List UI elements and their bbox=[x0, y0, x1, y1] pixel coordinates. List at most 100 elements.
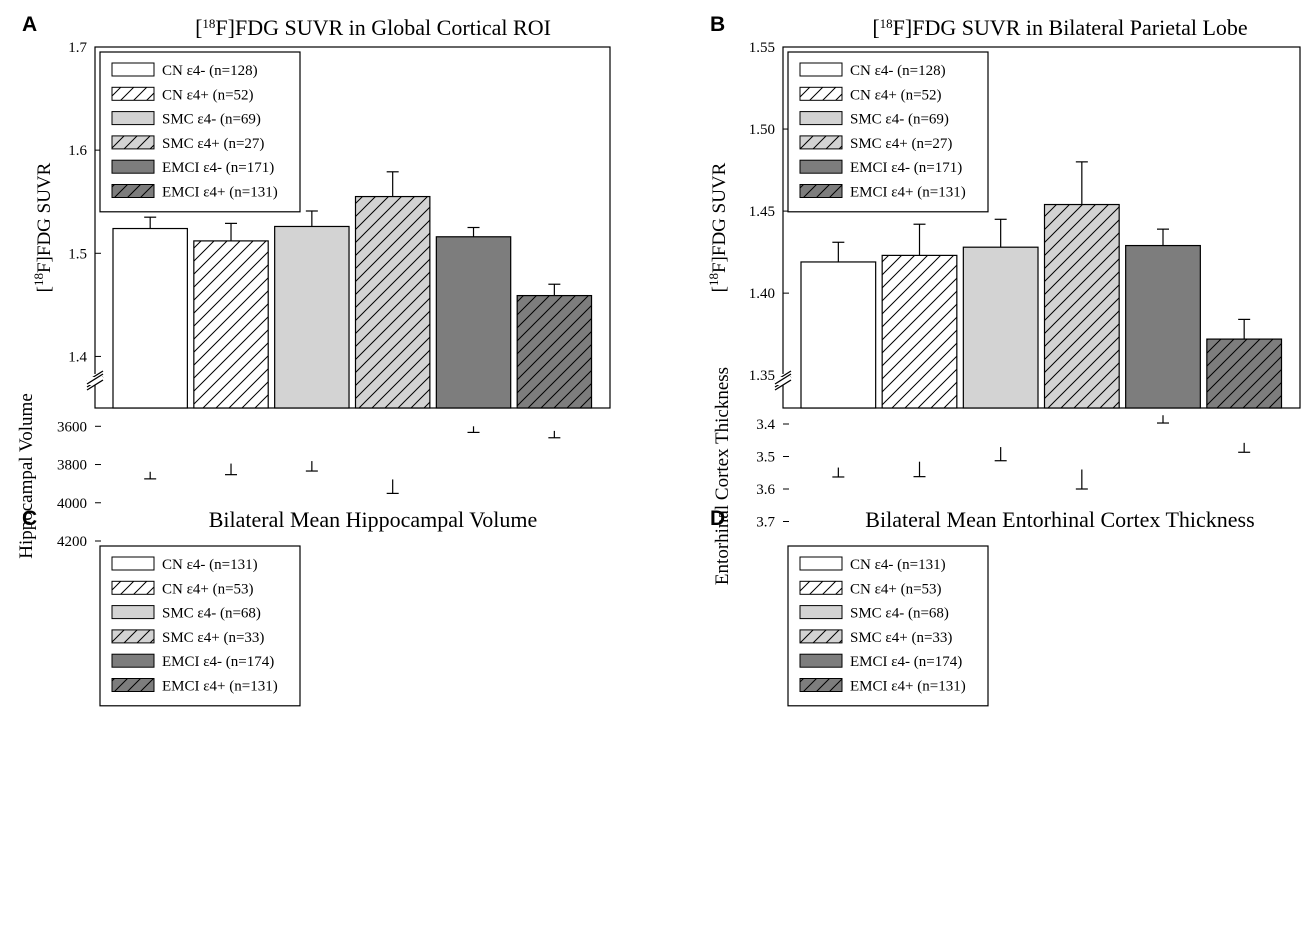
bar bbox=[193, 240, 269, 409]
y-axis-label-superscript: 18 bbox=[706, 273, 721, 286]
y-tick-label: 1.7 bbox=[68, 40, 87, 56]
legend-label: SMC ε4- (n=69) bbox=[850, 112, 949, 128]
legend-label: CN ε4+ (n=52) bbox=[850, 87, 942, 103]
y-tick-label: 1.4 bbox=[68, 349, 87, 365]
bar bbox=[354, 195, 431, 409]
panel-d: D Bilateral Mean Entorhinal Cortex Thickn… bbox=[710, 367, 1255, 707]
chart-title: [18F]FDG SUVR in Bilateral Parietal Lobe bbox=[872, 15, 1247, 40]
panel-letter: B bbox=[710, 13, 725, 36]
legend-swatch bbox=[799, 629, 843, 644]
legend-label: SMC ε4+ (n=27) bbox=[162, 136, 264, 152]
y-axis-label-prefix: [ bbox=[709, 286, 730, 292]
legend-swatch bbox=[111, 135, 155, 150]
y-axis-label: [18F]FDG SUVR bbox=[31, 162, 55, 292]
chart-title-rest: Bilateral Mean Entorhinal Cortex Thickne… bbox=[865, 507, 1254, 532]
legend-swatch bbox=[111, 86, 155, 101]
axis-break-gap bbox=[775, 377, 791, 385]
bar bbox=[112, 227, 188, 409]
bar bbox=[1206, 338, 1283, 409]
legend-swatch bbox=[111, 111, 155, 126]
legend-swatch bbox=[111, 605, 155, 620]
y-tick-label: 3.5 bbox=[756, 450, 775, 466]
y-tick-label: 1.5 bbox=[68, 246, 87, 262]
legend-swatch bbox=[799, 159, 843, 174]
legend-label: CN ε4- (n=128) bbox=[162, 63, 258, 79]
axis-break-mark bbox=[774, 379, 792, 391]
legend-label: SMC ε4+ (n=33) bbox=[162, 630, 264, 646]
legend-swatch bbox=[799, 678, 843, 692]
legend-label: EMCI ε4+ (n=131) bbox=[850, 185, 966, 201]
legend-label: SMC ε4+ (n=33) bbox=[850, 630, 952, 646]
panel-letter: A bbox=[22, 13, 37, 36]
bar bbox=[800, 261, 877, 409]
y-axis-label: Hippocampal Volume bbox=[16, 393, 37, 559]
plot-frame bbox=[782, 46, 1301, 409]
legend-label: CN ε4+ (n=52) bbox=[162, 87, 254, 103]
panel-letter: C bbox=[22, 507, 37, 530]
chart-title: [18F]FDG SUVR in Global Cortical ROI bbox=[195, 15, 551, 40]
legend-label: CN ε4+ (n=53) bbox=[162, 581, 254, 597]
plot-frame bbox=[94, 46, 611, 409]
legend-swatch bbox=[111, 62, 155, 77]
legend-label: SMC ε4- (n=69) bbox=[162, 112, 261, 128]
chart-title-rest: F]FDG SUVR in Global Cortical ROI bbox=[215, 15, 551, 40]
bar bbox=[274, 225, 350, 409]
chart-title: Bilateral Mean Hippocampal Volume bbox=[209, 507, 538, 532]
chart-title-rest: F]FDG SUVR in Bilateral Parietal Lobe bbox=[893, 15, 1248, 40]
y-tick-label: 3800 bbox=[57, 458, 87, 474]
bar bbox=[881, 254, 958, 409]
axis-break-mark bbox=[86, 379, 104, 391]
y-tick-label: 1.45 bbox=[749, 204, 775, 220]
legend-swatch bbox=[799, 62, 843, 77]
legend-swatch bbox=[799, 86, 843, 101]
legend-label: EMCI ε4+ (n=131) bbox=[162, 679, 278, 695]
axis-break-gap bbox=[87, 377, 103, 385]
legend-swatch bbox=[111, 184, 155, 198]
legend-swatch bbox=[111, 556, 155, 571]
bar bbox=[435, 236, 512, 409]
legend-swatch bbox=[111, 580, 155, 595]
legend-label: EMCI ε4+ (n=131) bbox=[162, 185, 278, 201]
y-tick-label: 1.35 bbox=[749, 368, 775, 384]
legend-label: EMCI ε4- (n=171) bbox=[162, 160, 274, 176]
panel-letter: D bbox=[710, 507, 725, 530]
chart-title-prefix: [ bbox=[195, 15, 202, 40]
legend-swatch bbox=[799, 184, 843, 198]
legend-swatch bbox=[799, 653, 843, 668]
y-tick-label: 1.40 bbox=[749, 286, 775, 302]
panel-b: B [18F]FDG SUVR in Bilateral Parietal Lob… bbox=[706, 13, 1301, 409]
y-axis-label-rest: F]FDG SUVR bbox=[709, 162, 730, 273]
bar bbox=[1125, 244, 1201, 409]
panel-a: A [18F]FDG SUVR in Global Cortical ROI[18… bbox=[22, 13, 611, 409]
legend-label: CN ε4- (n=131) bbox=[162, 557, 258, 573]
axis-break-mark bbox=[86, 373, 104, 385]
y-axis-label-rest: Hippocampal Volume bbox=[16, 393, 37, 559]
chart-title-rest: Bilateral Mean Hippocampal Volume bbox=[209, 507, 538, 532]
legend-swatch bbox=[799, 135, 843, 150]
legend-label: SMC ε4+ (n=27) bbox=[850, 136, 952, 152]
y-axis-label-superscript: 18 bbox=[31, 273, 46, 286]
y-tick-label: 1.50 bbox=[749, 122, 775, 138]
bar bbox=[1043, 203, 1120, 409]
panels-group: A [18F]FDG SUVR in Global Cortical ROI[18… bbox=[16, 13, 1301, 707]
y-tick-label: 1.6 bbox=[68, 143, 87, 159]
y-tick-label: 3.4 bbox=[756, 417, 775, 433]
y-tick-label: 1.55 bbox=[749, 40, 775, 56]
legend-swatch bbox=[799, 580, 843, 595]
legend-swatch bbox=[799, 605, 843, 620]
y-tick-label: 4200 bbox=[57, 534, 87, 550]
chart-title: Bilateral Mean Entorhinal Cortex Thickne… bbox=[865, 507, 1254, 532]
legend-swatch bbox=[111, 159, 155, 174]
legend-label: SMC ε4- (n=68) bbox=[850, 606, 949, 622]
legend-label: EMCI ε4+ (n=131) bbox=[850, 679, 966, 695]
legend-label: CN ε4- (n=128) bbox=[850, 63, 946, 79]
y-axis-label-rest: F]FDG SUVR bbox=[34, 162, 55, 273]
legend-swatch bbox=[799, 111, 843, 126]
y-axis-label: [18F]FDG SUVR bbox=[706, 162, 730, 292]
bar bbox=[516, 294, 593, 409]
legend-swatch bbox=[111, 653, 155, 668]
legend-label: EMCI ε4- (n=174) bbox=[850, 654, 962, 670]
legend-label: CN ε4+ (n=53) bbox=[850, 581, 942, 597]
legend-label: EMCI ε4- (n=171) bbox=[850, 160, 962, 176]
